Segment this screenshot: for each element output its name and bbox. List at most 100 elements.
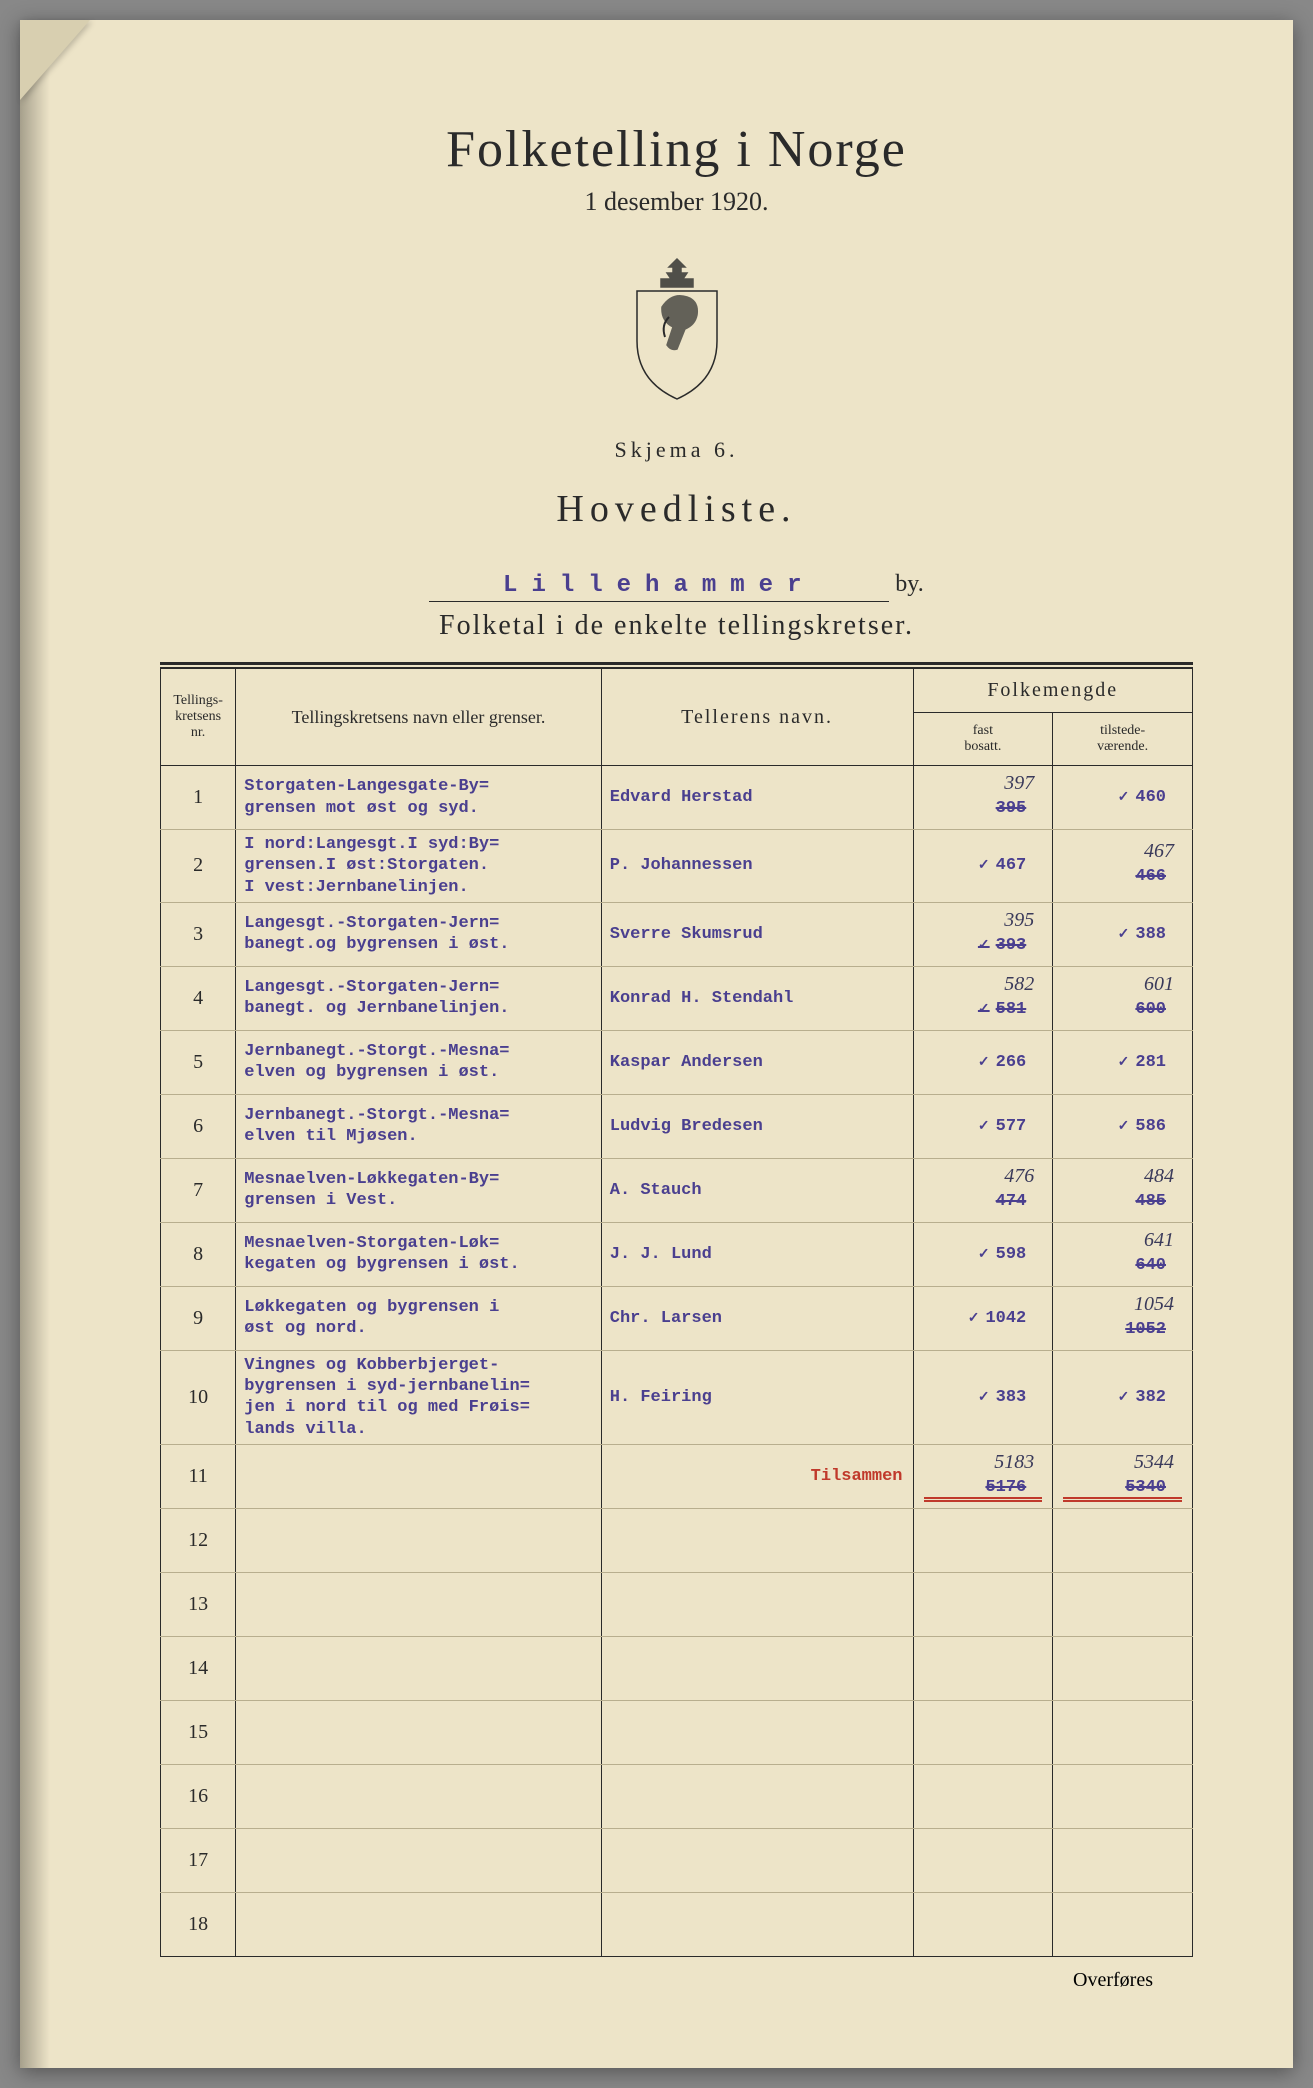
number-cell xyxy=(1053,1892,1193,1956)
row-number: 15 xyxy=(161,1700,236,1764)
th-name: Tellingskretsens navn eller grenser. xyxy=(236,669,602,766)
handwritten-value: 641 xyxy=(1144,1229,1174,1251)
number-cell: 598 xyxy=(913,1222,1053,1286)
census-table: Tellings- kretsens nr. Tellingskretsens … xyxy=(160,668,1193,1957)
table-row: 14 xyxy=(161,1636,1193,1700)
counter-name xyxy=(601,1508,913,1572)
row-number: 14 xyxy=(161,1636,236,1700)
table-body: 1Storgaten-Langesgate-By= grensen mot øs… xyxy=(161,766,1193,1957)
typed-value: 466 xyxy=(1127,862,1174,891)
typed-value: 1042 xyxy=(960,1304,1035,1333)
counter-name: Kaspar Andersen xyxy=(601,1030,913,1094)
city-line: Lillehammer by. xyxy=(160,571,1193,602)
table-row: 9Løkkegaten og bygrensen i øst og nord.C… xyxy=(161,1286,1193,1350)
counter-name xyxy=(601,1892,913,1956)
row-number: 3 xyxy=(161,902,236,966)
row-number: 11 xyxy=(161,1444,236,1508)
district-name: Mesnaelven-Storgaten-Løk= kegaten og byg… xyxy=(236,1222,602,1286)
handwritten-value: 467 xyxy=(1144,840,1174,862)
number-cell: 641640 xyxy=(1053,1222,1193,1286)
table-row: 6Jernbanegt.-Storgt.-Mesna= elven til Mj… xyxy=(161,1094,1193,1158)
city-suffix: by. xyxy=(895,571,923,597)
district-name xyxy=(236,1700,602,1764)
number-cell: 1042 xyxy=(913,1286,1053,1350)
table-row: 18 xyxy=(161,1892,1193,1956)
number-cell: 266 xyxy=(913,1030,1053,1094)
table-row: 1Storgaten-Langesgate-By= grensen mot øs… xyxy=(161,766,1193,830)
overfores-label: Overføres xyxy=(160,1957,1193,1992)
handwritten-value: 397 xyxy=(1004,772,1034,794)
district-name xyxy=(236,1764,602,1828)
handwritten-value: 395 xyxy=(1004,909,1034,931)
number-cell xyxy=(1053,1764,1193,1828)
counter-name: Ludvig Bredesen xyxy=(601,1094,913,1158)
number-cell: 388 xyxy=(1053,902,1193,966)
counter-name: Tilsammen xyxy=(601,1444,913,1508)
table-row: 15 xyxy=(161,1700,1193,1764)
handwritten-value: 484 xyxy=(1144,1165,1174,1187)
typed-value: 586 xyxy=(1110,1112,1174,1141)
number-cell xyxy=(913,1764,1053,1828)
city-name: Lillehammer xyxy=(429,572,889,602)
typed-value: 383 xyxy=(970,1383,1034,1412)
table-row: 5Jernbanegt.-Storgt.-Mesna= elven og byg… xyxy=(161,1030,1193,1094)
table-row: 8Mesnaelven-Storgaten-Løk= kegaten og by… xyxy=(161,1222,1193,1286)
counter-name xyxy=(601,1572,913,1636)
number-cell xyxy=(913,1572,1053,1636)
counter-name: P. Johannessen xyxy=(601,830,913,903)
number-cell xyxy=(1053,1828,1193,1892)
row-number: 6 xyxy=(161,1094,236,1158)
typed-value: 395 xyxy=(988,794,1035,823)
table-row: 16 xyxy=(161,1764,1193,1828)
row-number: 13 xyxy=(161,1572,236,1636)
number-cell: 476474 xyxy=(913,1158,1053,1222)
table-row: 4Langesgt.-Storgaten-Jern= banegt. og Je… xyxy=(161,966,1193,1030)
table-row: 2I nord:Langesgt.I syd:By= grensen.I øst… xyxy=(161,830,1193,903)
census-page: Folketelling i Norge 1 desember 1920. Sk… xyxy=(20,20,1293,2068)
district-name: Løkkegaten og bygrensen i øst og nord. xyxy=(236,1286,602,1350)
page-dogear xyxy=(20,20,90,100)
table-row: 7Mesnaelven-Løkkegaten-By= grensen i Ves… xyxy=(161,1158,1193,1222)
row-number: 17 xyxy=(161,1828,236,1892)
typed-value: 393 xyxy=(970,931,1034,960)
typed-value: 474 xyxy=(988,1187,1035,1216)
row-number: 18 xyxy=(161,1892,236,1956)
district-name: Langesgt.-Storgaten-Jern= banegt.og bygr… xyxy=(236,902,602,966)
number-cell: 383 xyxy=(913,1350,1053,1444)
number-cell: 601600 xyxy=(1053,966,1193,1030)
number-cell xyxy=(913,1892,1053,1956)
district-name xyxy=(236,1892,602,1956)
row-number: 12 xyxy=(161,1508,236,1572)
typed-value: 600 xyxy=(1127,995,1174,1024)
row-number: 7 xyxy=(161,1158,236,1222)
number-cell xyxy=(1053,1508,1193,1572)
counter-name xyxy=(601,1700,913,1764)
number-cell: 460 xyxy=(1053,766,1193,830)
title-main: Folketelling i Norge xyxy=(160,120,1193,179)
district-name xyxy=(236,1572,602,1636)
typed-value: 485 xyxy=(1127,1187,1174,1216)
row-number: 16 xyxy=(161,1764,236,1828)
district-name xyxy=(236,1828,602,1892)
district-name: Jernbanegt.-Storgt.-Mesna= elven og bygr… xyxy=(236,1030,602,1094)
number-cell: 53445340 xyxy=(1053,1444,1193,1508)
row-number: 5 xyxy=(161,1030,236,1094)
number-cell: 51835176 xyxy=(913,1444,1053,1508)
number-cell: 484485 xyxy=(1053,1158,1193,1222)
typed-value: 281 xyxy=(1110,1048,1174,1077)
title-date: 1 desember 1920. xyxy=(160,187,1193,217)
number-cell xyxy=(1053,1636,1193,1700)
number-cell xyxy=(1053,1572,1193,1636)
handwritten-value: 582 xyxy=(1004,973,1034,995)
counter-name: Chr. Larsen xyxy=(601,1286,913,1350)
number-cell: 577 xyxy=(913,1094,1053,1158)
typed-value: 388 xyxy=(1110,920,1174,949)
typed-value: 460 xyxy=(1110,783,1174,812)
row-number: 8 xyxy=(161,1222,236,1286)
number-cell: 582581 xyxy=(913,966,1053,1030)
row-number: 2 xyxy=(161,830,236,903)
district-name: I nord:Langesgt.I syd:By= grensen.I øst:… xyxy=(236,830,602,903)
typed-value: 598 xyxy=(970,1240,1034,1269)
counter-name: J. J. Lund xyxy=(601,1222,913,1286)
counter-name xyxy=(601,1764,913,1828)
